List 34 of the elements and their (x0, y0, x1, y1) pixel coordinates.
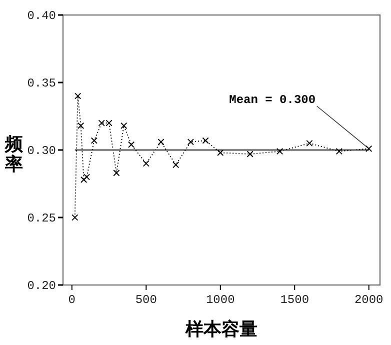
point (98, 120, 105, 126)
point (74, 92, 82, 100)
point (72, 214, 78, 221)
point (336, 148, 342, 155)
y-tick-label: 0.25 (27, 212, 56, 226)
point (306, 140, 313, 147)
y-tick-label: 0.20 (27, 279, 56, 294)
point (172, 162, 180, 168)
y-tick-label: 0.30 (27, 144, 56, 158)
x-axis-title: 样本容量 (184, 319, 258, 340)
point (202, 137, 209, 144)
y-tick-label: 0.35 (27, 76, 56, 91)
point (83, 174, 90, 180)
point (142, 160, 150, 167)
x-tick-label: 500 (135, 293, 157, 307)
point (77, 122, 84, 130)
y-axis-title: 频率 (4, 134, 24, 175)
ref-line-label: Mean = 0.300 (229, 92, 316, 107)
x-tick-label: 2000 (354, 293, 384, 307)
point (113, 170, 120, 176)
point (128, 141, 135, 148)
point (106, 120, 112, 126)
point (90, 137, 98, 144)
point (187, 138, 194, 146)
point (246, 150, 254, 158)
x-tick-label: 1500 (280, 293, 310, 307)
point (276, 148, 284, 155)
point (120, 122, 128, 130)
y-tick-label: 0.40 (27, 9, 56, 24)
x-tick-label: 1000 (206, 293, 235, 307)
point (80, 176, 88, 184)
x-tick-label: 0 (68, 293, 76, 307)
point (366, 145, 372, 152)
point (158, 138, 164, 146)
